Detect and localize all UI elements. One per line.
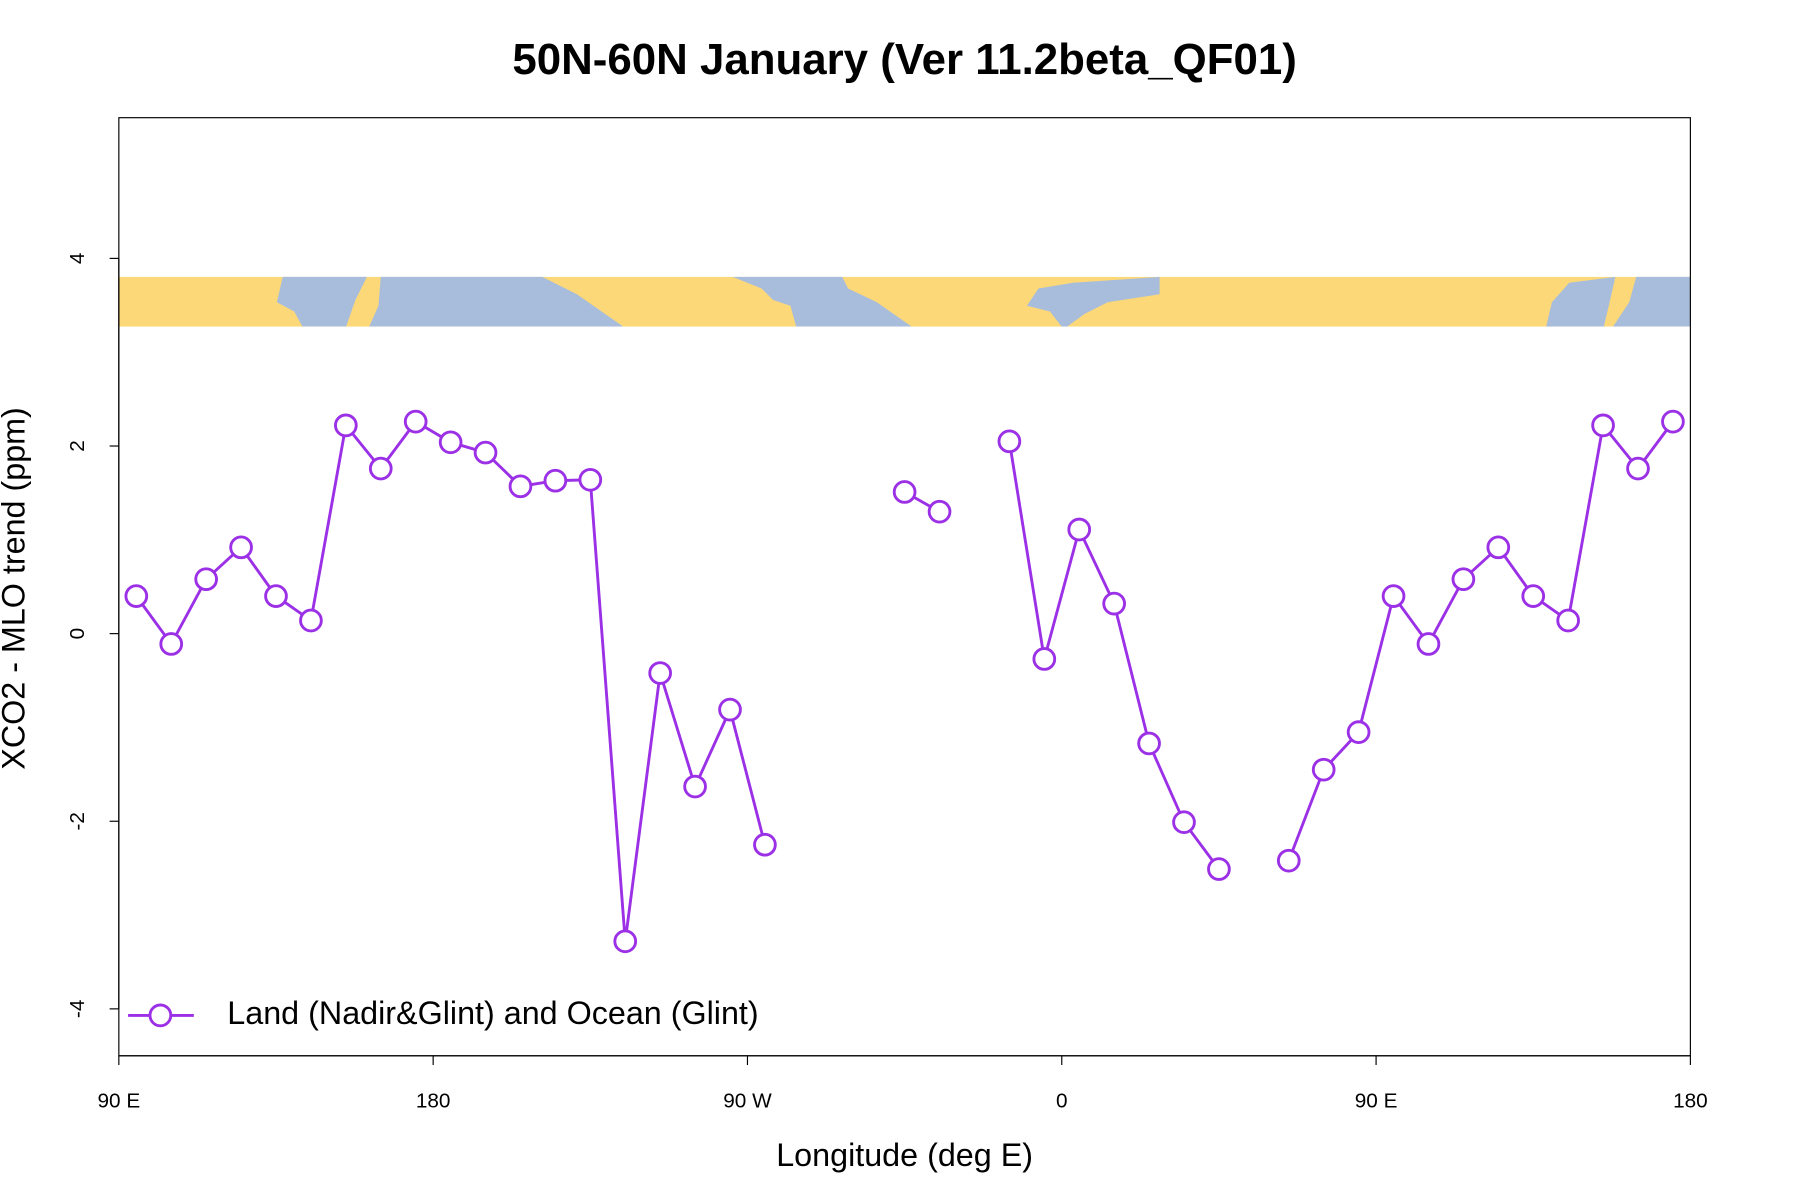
y-tick-label: 4 bbox=[66, 253, 89, 265]
data-point bbox=[753, 832, 777, 857]
y-tick-label: -2 bbox=[66, 812, 89, 830]
data-point bbox=[927, 499, 952, 524]
data-point bbox=[334, 413, 358, 438]
data-point bbox=[892, 480, 917, 504]
map-strip bbox=[118, 276, 1691, 327]
data-point bbox=[1172, 810, 1196, 835]
data-point bbox=[1416, 632, 1441, 656]
data-point bbox=[438, 430, 463, 455]
legend-label: Land (Nadir&Glint) and Ocean (Glint) bbox=[227, 995, 758, 1031]
data-point bbox=[1067, 517, 1092, 542]
data-point bbox=[648, 661, 672, 685]
x-tick-label: 0 bbox=[1056, 1089, 1068, 1112]
data-point bbox=[1276, 848, 1301, 873]
x-tick-label: 90 E bbox=[1355, 1089, 1398, 1112]
data-point bbox=[1591, 413, 1615, 438]
x-tick-label: 90 E bbox=[98, 1089, 141, 1112]
data-point bbox=[1521, 584, 1546, 608]
data-point bbox=[1346, 720, 1371, 744]
data-point bbox=[1311, 757, 1336, 782]
data-point bbox=[1661, 409, 1685, 434]
data-point bbox=[124, 584, 149, 608]
x-tick-label: 90 W bbox=[723, 1089, 772, 1112]
data-point bbox=[194, 567, 218, 592]
x-tick-label: 180 bbox=[416, 1089, 451, 1112]
data-point bbox=[1032, 647, 1057, 671]
data-point bbox=[403, 409, 428, 434]
y-tick-label: -4 bbox=[66, 1000, 89, 1018]
data-point bbox=[1486, 535, 1511, 560]
data-point bbox=[1381, 584, 1406, 608]
data-point bbox=[229, 535, 253, 560]
data-point bbox=[473, 440, 498, 465]
data-point bbox=[159, 632, 184, 656]
data-point bbox=[1451, 567, 1476, 592]
data-point bbox=[1102, 591, 1126, 616]
y-tick-label: 2 bbox=[66, 440, 89, 452]
data-point bbox=[997, 429, 1022, 454]
y-tick-label: 0 bbox=[66, 628, 89, 640]
data-point bbox=[718, 697, 742, 722]
chart-title: 50N-60N January (Ver 11.2beta_QF01) bbox=[512, 35, 1296, 84]
data-point bbox=[1556, 608, 1580, 633]
data-point bbox=[368, 456, 393, 481]
y-axis-title: XCO2 - MLO trend (ppm) bbox=[0, 407, 32, 770]
data-point bbox=[264, 584, 288, 608]
x-axis-title: Longitude (deg E) bbox=[776, 1137, 1033, 1173]
data-point bbox=[683, 774, 707, 799]
data-point bbox=[578, 467, 603, 492]
data-point bbox=[1207, 857, 1231, 881]
data-point bbox=[1137, 731, 1161, 756]
legend-marker bbox=[148, 1003, 173, 1028]
data-point bbox=[1626, 456, 1650, 481]
data-point bbox=[508, 474, 533, 499]
data-point bbox=[299, 608, 323, 633]
data-point bbox=[613, 929, 638, 954]
data-point bbox=[543, 468, 568, 493]
x-tick-label: 180 bbox=[1673, 1089, 1708, 1112]
